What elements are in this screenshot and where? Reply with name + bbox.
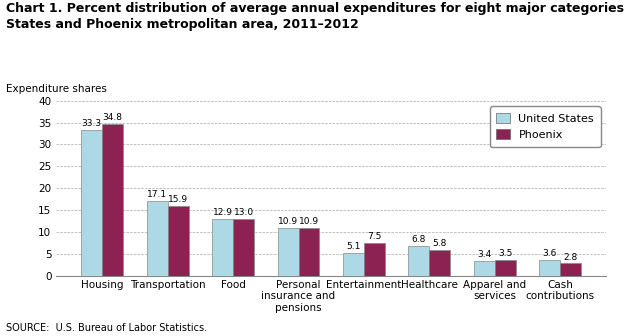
Text: 34.8: 34.8 xyxy=(102,113,122,122)
Text: 5.8: 5.8 xyxy=(432,240,447,248)
Bar xyxy=(168,206,189,276)
Text: States and Phoenix metropolitan area, 2011–2012: States and Phoenix metropolitan area, 20… xyxy=(6,18,359,32)
Bar xyxy=(364,243,385,276)
Text: 10.9: 10.9 xyxy=(278,217,298,226)
Text: 2.8: 2.8 xyxy=(564,253,578,261)
Text: 12.9: 12.9 xyxy=(213,208,232,217)
Text: SOURCE:  U.S. Bureau of Labor Statistics.: SOURCE: U.S. Bureau of Labor Statistics. xyxy=(6,323,208,333)
Bar xyxy=(81,130,102,276)
Bar xyxy=(233,219,254,276)
Text: 6.8: 6.8 xyxy=(412,235,426,244)
Bar xyxy=(299,228,319,276)
Bar xyxy=(409,246,429,276)
Text: 15.9: 15.9 xyxy=(168,195,188,204)
Text: Expenditure shares: Expenditure shares xyxy=(6,84,107,94)
Text: 7.5: 7.5 xyxy=(368,232,382,241)
Text: 3.5: 3.5 xyxy=(498,250,512,258)
Bar xyxy=(102,124,123,276)
Text: 10.9: 10.9 xyxy=(299,217,319,226)
Bar xyxy=(539,260,560,276)
Bar xyxy=(474,261,495,276)
Bar xyxy=(343,253,364,276)
Text: 13.0: 13.0 xyxy=(234,208,254,217)
Bar xyxy=(560,263,581,276)
Text: Chart 1. Percent distribution of average annual expenditures for eight major cat: Chart 1. Percent distribution of average… xyxy=(6,2,625,15)
Text: 5.1: 5.1 xyxy=(346,243,361,251)
Text: 3.6: 3.6 xyxy=(542,249,557,258)
Text: 17.1: 17.1 xyxy=(147,190,168,199)
Legend: United States, Phoenix: United States, Phoenix xyxy=(489,107,601,147)
Bar xyxy=(429,250,451,276)
Text: 3.4: 3.4 xyxy=(478,250,491,259)
Bar xyxy=(147,201,168,276)
Text: 33.3: 33.3 xyxy=(82,119,102,128)
Bar xyxy=(278,228,299,276)
Bar xyxy=(212,219,233,276)
Bar xyxy=(495,260,516,276)
